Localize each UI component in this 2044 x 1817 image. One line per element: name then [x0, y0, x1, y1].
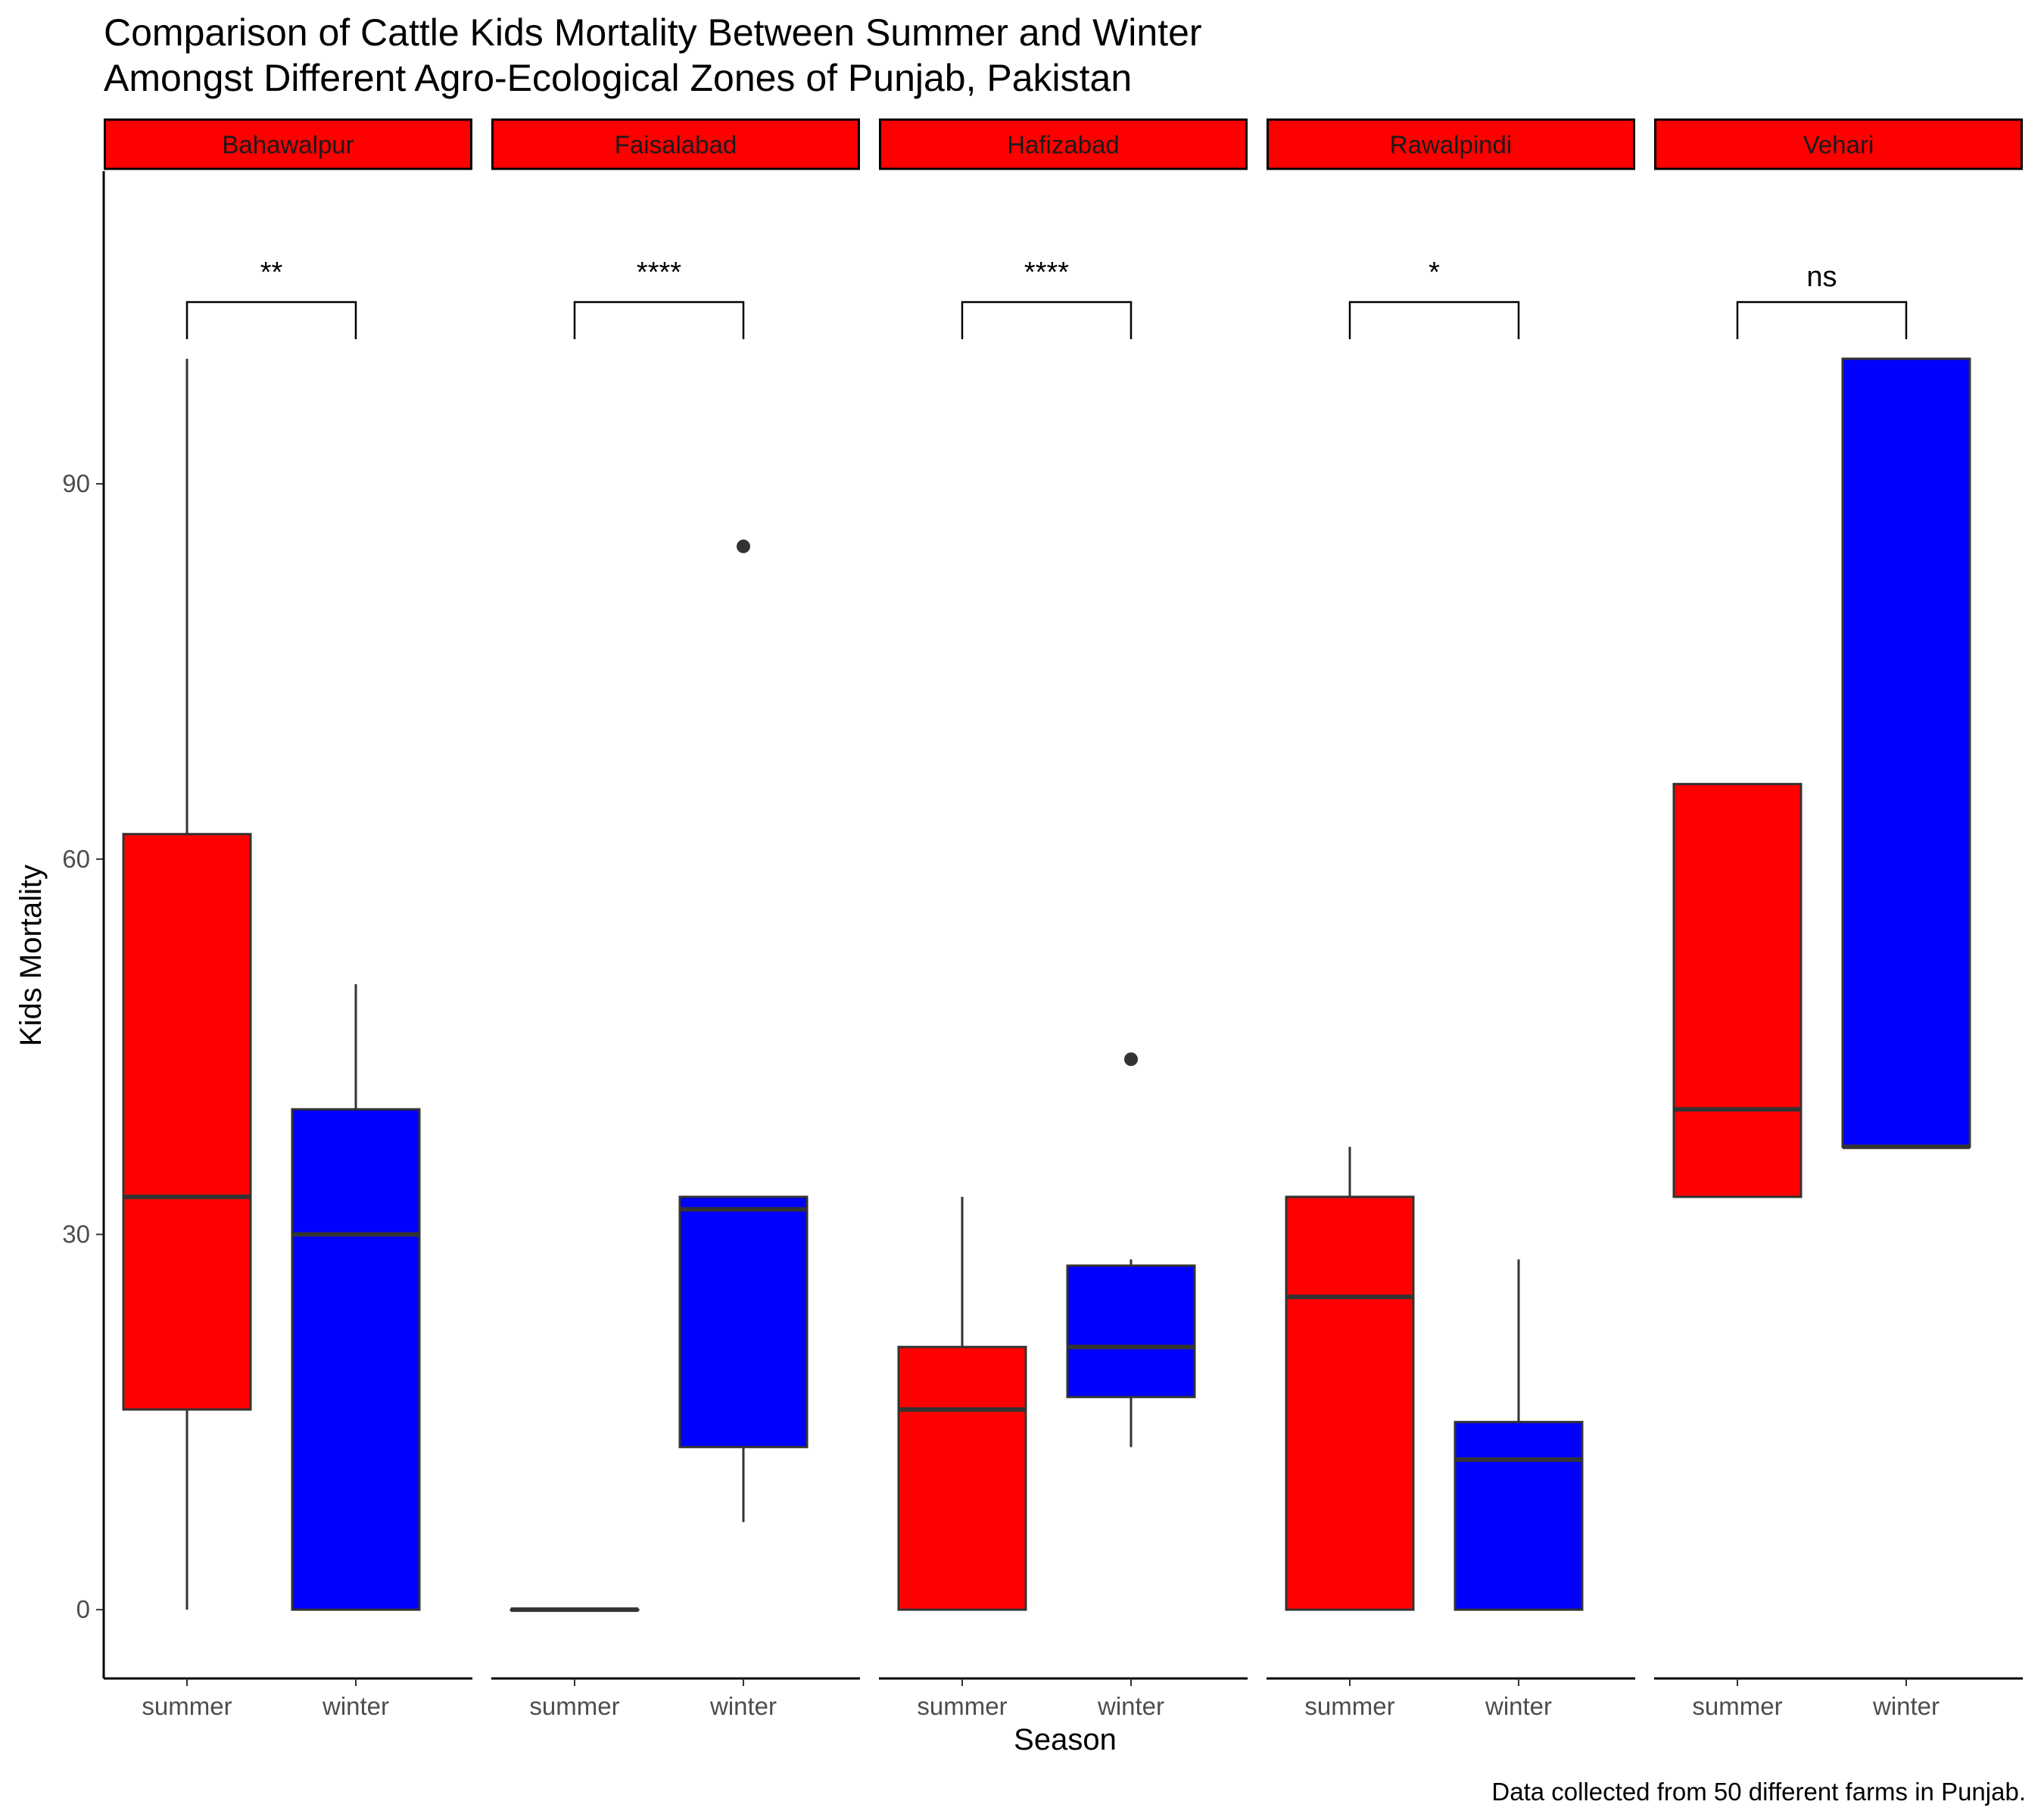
x-tick-label: summer — [1304, 1692, 1394, 1720]
facet-strip — [879, 118, 1248, 170]
outlier-point — [1124, 1052, 1138, 1067]
panel-bahawalpur: Bahawalpur summer winter ** — [102, 118, 472, 1720]
panel-faisalabad: Faisalabad summer winter **** — [491, 118, 860, 1720]
facet-strip — [1654, 118, 2023, 170]
significance-label: **** — [637, 257, 681, 288]
y-tick-label: 60 — [62, 845, 90, 873]
box-body — [678, 1195, 809, 1448]
box-body — [1066, 1264, 1196, 1398]
significance-bracket — [1348, 301, 1520, 339]
box-winter — [291, 983, 421, 1611]
y-tick-label: 0 — [76, 1595, 90, 1623]
significance-label: * — [1429, 257, 1440, 288]
box-winter — [1841, 357, 1971, 1149]
significance-bracket — [573, 301, 745, 339]
title-line-2: Amongst Different Agro-Ecological Zones … — [104, 57, 1132, 99]
box-body — [1285, 1195, 1415, 1611]
box-winter — [678, 539, 809, 1522]
significance-bracket — [1736, 301, 1908, 339]
facet-strip-label: Rawalpindi — [1390, 131, 1512, 159]
facet-strip — [1267, 118, 1635, 170]
facet-strip-label: Bahawalpur — [222, 131, 354, 159]
box-body — [1672, 783, 1803, 1198]
y-tick-label: 90 — [62, 469, 90, 497]
x-tick-label: summer — [917, 1692, 1007, 1720]
significance-label: ns — [1806, 261, 1837, 293]
box-winter — [1454, 1259, 1584, 1611]
significance-bracket — [961, 301, 1133, 339]
x-tick-label: winter — [1485, 1692, 1552, 1720]
x-axis-title: Season — [1014, 1723, 1117, 1756]
box-summer — [1285, 1146, 1415, 1611]
box-summer — [1672, 783, 1803, 1198]
outlier-point — [737, 539, 750, 553]
facet-strip-label: Hafizabad — [1007, 131, 1120, 159]
box-body — [1454, 1420, 1584, 1611]
box-body — [897, 1345, 1027, 1611]
x-tick-label: winter — [322, 1692, 389, 1720]
x-tick-label: winter — [1872, 1692, 1940, 1720]
y-axis-title: Kids Mortality — [14, 865, 48, 1046]
significance-label: **** — [1024, 257, 1069, 288]
panel-vehari: Vehari summer winter ns — [1654, 118, 2023, 1720]
x-tick-label: summer — [142, 1692, 232, 1720]
chart-caption: Data collected from 50 different farms i… — [1491, 1778, 2026, 1806]
facet-strip — [491, 118, 860, 170]
facet-strip — [104, 118, 472, 170]
title-line-1: Comparison of Cattle Kids Mortality Betw… — [104, 11, 1202, 54]
panel-hafizabad: Hafizabad summer winter **** — [879, 118, 1248, 1720]
facet-strip-label: Vehari — [1803, 131, 1874, 159]
y-tick-label: 30 — [62, 1220, 90, 1248]
x-tick-label: summer — [529, 1692, 619, 1720]
panel-rawalpindi: Rawalpindi summer winter * — [1267, 118, 1635, 1720]
x-tick-label: winter — [1097, 1692, 1164, 1720]
significance-label: ** — [260, 257, 283, 288]
x-tick-label: winter — [709, 1692, 777, 1720]
box-body — [122, 833, 252, 1411]
chart-title: Comparison of Cattle Kids Mortality Betw… — [104, 11, 1202, 99]
box-summer — [122, 358, 252, 1610]
box-winter — [1066, 1052, 1196, 1448]
box-summer — [897, 1196, 1027, 1611]
facet-strip-label: Faisalabad — [615, 131, 737, 159]
x-tick-label: summer — [1692, 1692, 1782, 1720]
significance-bracket — [185, 301, 357, 339]
box-body — [291, 1108, 421, 1611]
plot-panels: 0 30 60 90 Bahawalpur summer winter ** Faisalaba… — [62, 118, 2023, 1720]
box-body — [1841, 357, 1971, 1148]
